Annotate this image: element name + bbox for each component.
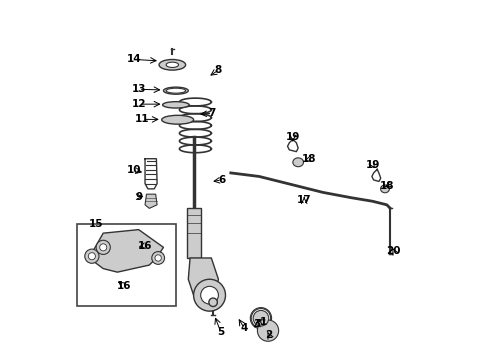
Ellipse shape [162, 115, 194, 124]
Ellipse shape [293, 158, 303, 167]
Text: 1: 1 [260, 318, 268, 328]
Text: 17: 17 [297, 195, 312, 205]
Circle shape [99, 244, 107, 251]
Text: 19: 19 [366, 160, 380, 170]
Ellipse shape [164, 87, 188, 94]
Text: 11: 11 [135, 114, 149, 125]
Polygon shape [145, 194, 157, 208]
Text: 9: 9 [135, 192, 142, 202]
Text: 15: 15 [89, 219, 103, 229]
Text: 2: 2 [266, 330, 273, 340]
Circle shape [209, 298, 218, 306]
Text: 12: 12 [131, 99, 146, 109]
Circle shape [257, 320, 279, 341]
Text: 10: 10 [127, 166, 142, 175]
Circle shape [253, 310, 269, 326]
Circle shape [155, 255, 161, 261]
Text: 4: 4 [241, 323, 248, 333]
Ellipse shape [251, 309, 270, 328]
Circle shape [85, 249, 99, 263]
Text: 18: 18 [380, 181, 395, 191]
Text: 14: 14 [127, 54, 142, 64]
FancyBboxPatch shape [76, 224, 176, 306]
Text: 3: 3 [254, 319, 261, 329]
Text: 5: 5 [217, 327, 224, 337]
Text: 7: 7 [209, 108, 216, 118]
Circle shape [96, 240, 110, 255]
Polygon shape [187, 208, 201, 258]
Ellipse shape [166, 88, 186, 93]
Text: 8: 8 [215, 65, 222, 75]
Circle shape [250, 307, 271, 329]
Text: 13: 13 [131, 84, 146, 94]
Text: 16: 16 [138, 240, 152, 251]
Ellipse shape [381, 185, 390, 193]
Circle shape [201, 286, 219, 304]
Circle shape [152, 252, 165, 264]
Circle shape [194, 279, 225, 311]
Text: 20: 20 [387, 246, 401, 256]
Ellipse shape [159, 59, 186, 70]
Text: 18: 18 [301, 154, 316, 165]
Text: 19: 19 [286, 132, 300, 143]
Ellipse shape [163, 102, 189, 108]
Polygon shape [89, 230, 164, 272]
Text: 6: 6 [219, 175, 225, 185]
Polygon shape [188, 258, 219, 304]
Circle shape [88, 253, 96, 260]
Ellipse shape [166, 62, 178, 67]
Text: 16: 16 [117, 281, 131, 291]
